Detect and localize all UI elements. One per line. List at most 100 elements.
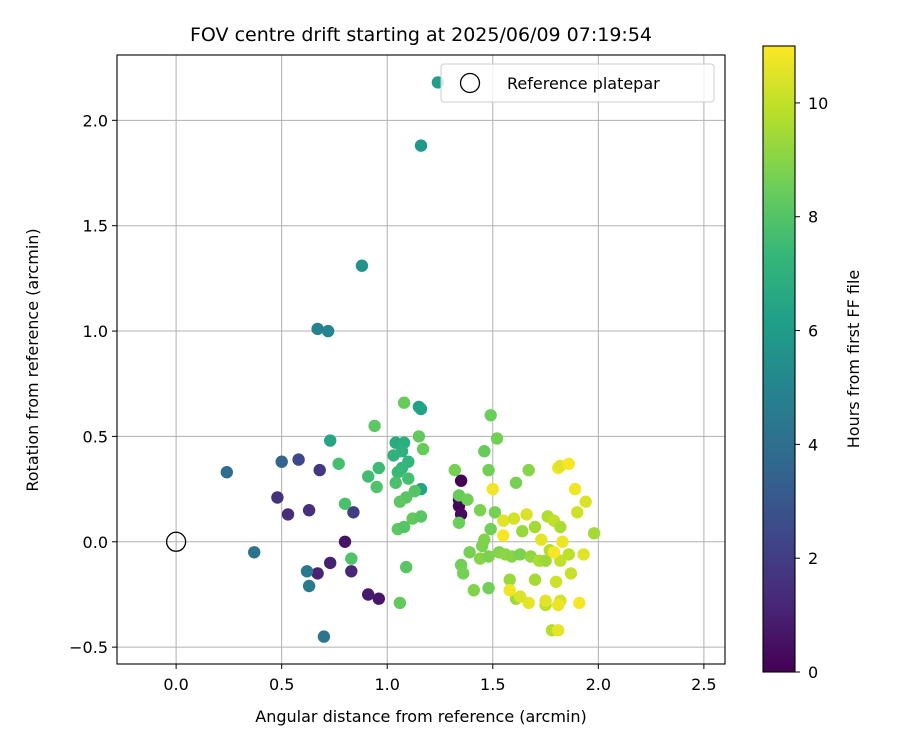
colorbar: 0 2 4 6 8 10 Hours from first FF file <box>762 45 863 682</box>
data-point-105 <box>552 598 565 612</box>
data-point-69 <box>484 522 497 536</box>
data-point-114 <box>520 508 533 521</box>
data-point-89 <box>516 525 529 538</box>
x-tick-label-2: 1.0 <box>374 675 399 694</box>
data-point-56 <box>397 396 411 409</box>
data-point-84 <box>522 463 535 477</box>
data-point-20 <box>300 565 314 578</box>
data-point-16 <box>275 455 288 468</box>
data-point-40 <box>402 472 415 485</box>
data-point-100 <box>549 575 563 588</box>
legend: Reference platepar <box>440 63 715 103</box>
data-point-61 <box>478 445 491 458</box>
data-point-107 <box>522 596 535 610</box>
data-point-37 <box>391 466 404 479</box>
data-point-8 <box>311 567 324 580</box>
data-point-82 <box>514 548 527 561</box>
data-point-5 <box>372 592 385 605</box>
data-point-96 <box>528 573 542 586</box>
data-point-12 <box>271 491 284 504</box>
data-point-117 <box>556 535 569 548</box>
y-tick-label-3: 1.0 <box>83 322 108 341</box>
data-point-23 <box>321 324 335 338</box>
data-point-66 <box>473 504 487 517</box>
y-axis-ticks: −0.5 0.0 0.5 1.0 1.5 2.0 <box>69 111 117 657</box>
reference-marker-layer <box>165 531 187 552</box>
data-point-18 <box>248 546 261 559</box>
data-point-120 <box>562 457 575 470</box>
data-point-103 <box>564 567 578 580</box>
data-point-21 <box>302 579 316 593</box>
data-point-124 <box>577 548 590 561</box>
data-point-24 <box>355 259 369 272</box>
data-point-121 <box>568 482 582 496</box>
y-tick-label-5: 2.0 <box>83 111 108 130</box>
colorbar-tick-label-0: 0 <box>808 663 818 682</box>
data-point-115 <box>535 533 548 546</box>
data-point-57 <box>412 430 426 443</box>
data-points <box>220 76 601 643</box>
colorbar-frame <box>762 45 796 673</box>
x-tick-label-4: 2.0 <box>586 675 611 694</box>
data-point-75 <box>482 550 495 563</box>
data-point-17 <box>220 466 233 479</box>
data-point-113 <box>507 512 521 525</box>
data-point-108 <box>514 590 527 603</box>
data-point-34 <box>387 449 400 462</box>
colorbar-label: Hours from first FF file <box>844 270 863 449</box>
x-axis-ticks: 0.0 0.5 1.0 1.5 2.0 2.5 <box>163 664 717 694</box>
data-point-54 <box>345 552 358 565</box>
colorbar-tick-label-1: 2 <box>808 549 818 568</box>
data-point-63 <box>448 463 461 477</box>
x-tick-label-3: 1.5 <box>480 675 505 694</box>
data-point-9 <box>345 565 358 578</box>
data-point-99 <box>552 624 565 637</box>
data-point-116 <box>547 546 561 559</box>
legend-box <box>440 63 715 103</box>
colorbar-tick-label-4: 8 <box>808 208 818 227</box>
data-point-6 <box>362 588 375 601</box>
data-point-95 <box>554 520 567 534</box>
colorbar-tick-label-3: 6 <box>808 322 818 341</box>
data-point-62 <box>482 463 495 477</box>
data-point-122 <box>579 495 592 508</box>
data-point-4 <box>338 535 352 548</box>
data-point-123 <box>571 506 584 519</box>
data-point-0 <box>454 474 468 487</box>
data-point-10 <box>281 508 295 521</box>
chart-title: FOV centre drift starting at 2025/06/09 … <box>190 24 652 46</box>
data-point-19 <box>317 630 331 643</box>
data-point-79 <box>482 581 495 595</box>
data-point-47 <box>414 510 428 523</box>
colorbar-gradient <box>763 46 795 672</box>
data-point-50 <box>400 560 413 574</box>
data-point-85 <box>503 573 516 586</box>
data-point-55 <box>368 419 381 433</box>
data-point-15 <box>292 453 305 466</box>
y-tick-label-0: −0.5 <box>69 638 108 657</box>
data-point-22 <box>311 322 324 336</box>
data-point-109 <box>503 584 516 597</box>
data-point-78 <box>467 584 480 597</box>
data-point-49 <box>397 520 411 534</box>
data-point-25 <box>414 139 428 152</box>
x-tick-label-1: 0.5 <box>269 675 294 694</box>
data-point-51 <box>393 596 407 610</box>
data-point-53 <box>332 457 345 470</box>
data-point-58 <box>416 442 430 456</box>
data-point-43 <box>408 485 421 498</box>
x-tick-label-0: 0.0 <box>163 675 188 694</box>
data-point-83 <box>509 476 523 489</box>
data-point-14 <box>347 506 360 519</box>
data-point-13 <box>313 463 326 477</box>
data-point-110 <box>497 529 510 542</box>
data-point-126 <box>587 527 601 540</box>
data-point-65 <box>461 493 474 506</box>
y-tick-label-4: 1.5 <box>83 217 108 236</box>
data-point-59 <box>484 409 497 422</box>
y-tick-label-1: 0.0 <box>83 533 108 552</box>
data-point-106 <box>539 594 552 607</box>
y-axis-label: Rotation from reference (arcmin) <box>23 228 42 491</box>
data-point-52 <box>338 497 352 510</box>
